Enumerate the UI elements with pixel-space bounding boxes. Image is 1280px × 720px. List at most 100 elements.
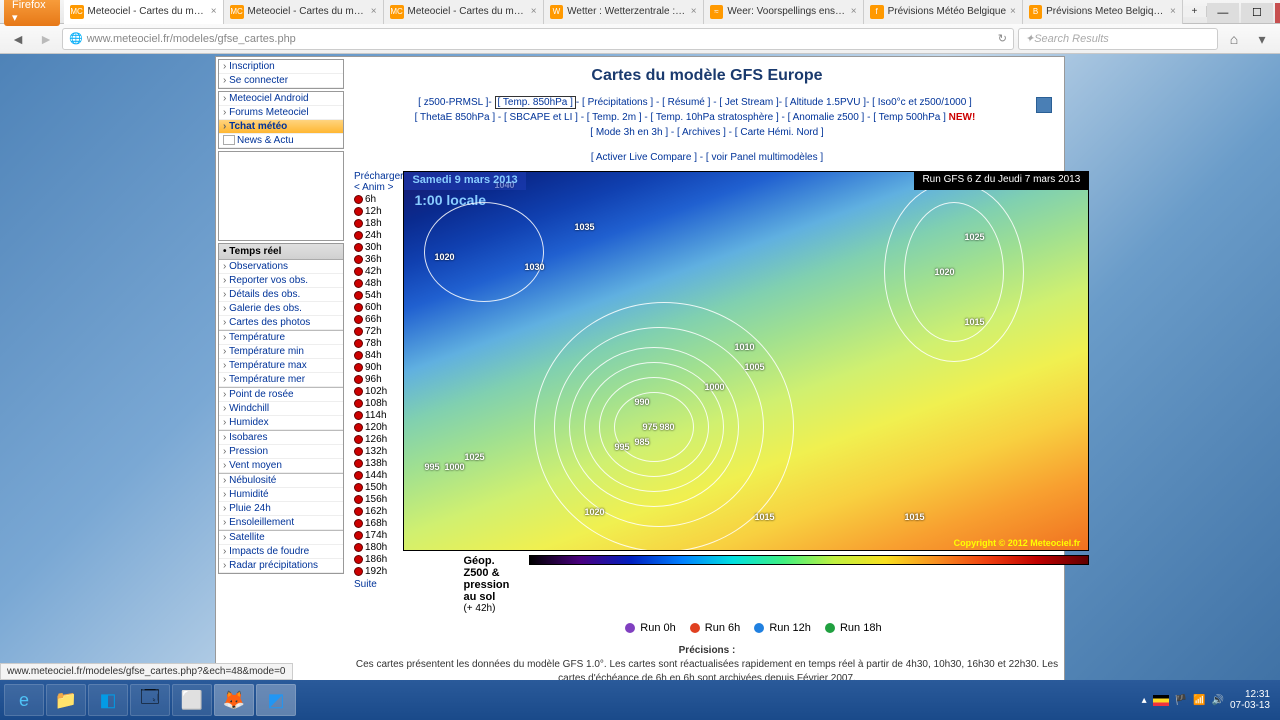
hour-item[interactable]: 192h [354,565,403,577]
tab-close-icon[interactable]: × [851,6,857,17]
sidebar-item[interactable]: Température mer [219,373,343,387]
sidebar-item[interactable]: Cartes des photos [219,316,343,330]
sidebar-item[interactable]: Satellite [219,530,343,545]
back-button[interactable]: ◄ [6,27,30,51]
hour-item[interactable]: 78h [354,337,403,349]
hour-item[interactable]: 48h [354,277,403,289]
hour-item[interactable]: 180h [354,541,403,553]
links-row-3[interactable]: [ Mode 3h en 3h ] - [ Archives ] - [ Car… [354,125,1060,140]
hour-item[interactable]: 30h [354,241,403,253]
run-item[interactable]: Run 18h [811,622,882,634]
links-row-1[interactable]: [ z500-PRMSL ]- [ Temp. 850hPa ]- [ Préc… [354,95,1060,110]
hour-item[interactable]: 12h [354,205,403,217]
bookmark-button[interactable]: ▾ [1250,27,1274,51]
anim-link[interactable]: < Anim > [354,182,403,193]
tray-lang-icon[interactable] [1153,695,1169,706]
hour-item[interactable]: 132h [354,445,403,457]
sidebar-item[interactable]: Se connecter [219,74,343,88]
tab-close-icon[interactable]: × [691,6,697,17]
run-item[interactable]: Run 0h [611,622,676,634]
hour-item[interactable]: 72h [354,325,403,337]
hour-item[interactable]: 66h [354,313,403,325]
sidebar-item[interactable]: Forums Meteociel [219,106,343,120]
hour-item[interactable]: 90h [354,361,403,373]
minimize-button[interactable]: — [1207,3,1239,23]
sidebar-item[interactable]: Détails des obs. [219,288,343,302]
run-item[interactable]: Run 6h [676,622,741,634]
browser-tab[interactable]: MCMeteociel - Cartes du mo...× [384,0,544,24]
hour-item[interactable]: 54h [354,289,403,301]
reload-icon[interactable]: ↻ [998,32,1007,45]
weather-map[interactable]: Samedi 9 mars 2013 Run GFS 6 Z du Jeudi … [403,171,1089,551]
hour-item[interactable]: 144h [354,469,403,481]
hour-item[interactable]: 114h [354,409,403,421]
tab-close-icon[interactable]: × [1010,6,1016,17]
browser-tab[interactable]: BPrévisions Meteo Belgique...× [1023,0,1183,24]
taskbar-app1[interactable]: ◧ [88,684,128,716]
tray-clock[interactable]: 12:31 07-03-13 [1230,689,1270,711]
sidebar-item[interactable]: Ensoleillement [219,516,343,530]
tab-close-icon[interactable]: × [371,6,377,17]
sidebar-item[interactable]: Meteociel Android [219,92,343,106]
new-tab-button[interactable]: + [1183,6,1207,17]
sidebar-item[interactable]: Radar précipitations [219,559,343,573]
taskbar-explorer[interactable]: 📁 [46,684,86,716]
hour-item[interactable]: 24h [354,229,403,241]
hour-item[interactable]: 60h [354,301,403,313]
sidebar-item[interactable]: Reporter vos obs. [219,274,343,288]
hour-item[interactable]: 84h [354,349,403,361]
sidebar-item[interactable]: Pression [219,445,343,459]
close-button[interactable]: ✕ [1275,3,1280,23]
save-icon[interactable] [1036,97,1052,113]
hour-item[interactable]: 6h [354,193,403,205]
hour-item[interactable]: 162h [354,505,403,517]
sidebar-item[interactable]: Température [219,330,343,345]
tab-close-icon[interactable]: × [1170,6,1176,17]
hour-item[interactable]: 174h [354,529,403,541]
taskbar-app3[interactable]: ⬜ [172,684,212,716]
hour-item[interactable]: 186h [354,553,403,565]
hour-item[interactable]: 108h [354,397,403,409]
run-item[interactable]: Run 12h [740,622,811,634]
maximize-button[interactable]: ☐ [1241,3,1273,23]
hour-item[interactable]: 120h [354,421,403,433]
sidebar-item-news[interactable]: News & Actu [219,134,343,148]
forward-button[interactable]: ► [34,27,58,51]
sidebar-item[interactable]: Vent moyen [219,459,343,473]
sidebar-item[interactable]: Windchill [219,402,343,416]
firefox-menu-button[interactable]: Firefox ▾ [4,0,60,26]
sidebar-item[interactable]: Humidex [219,416,343,430]
sidebar-item[interactable]: Température min [219,345,343,359]
taskbar-app4[interactable]: ◩ [256,684,296,716]
sidebar-item-tchat[interactable]: Tchat météo [219,120,343,134]
sidebar-item[interactable]: Pluie 24h [219,502,343,516]
sidebar-item[interactable]: Galerie des obs. [219,302,343,316]
hour-item[interactable]: 138h [354,457,403,469]
tray-network-icon[interactable]: 📶 [1193,695,1205,706]
taskbar-app2[interactable]: 🗔 [130,684,170,716]
sidebar-item[interactable]: Température max [219,359,343,373]
hour-item[interactable]: 18h [354,217,403,229]
sidebar-item[interactable]: Humidité [219,488,343,502]
browser-tab[interactable]: MCMeteociel - Cartes du mo...× [64,0,224,24]
browser-tab[interactable]: fPrévisions Météo Belgique× [864,0,1023,24]
sidebar-item[interactable]: Point de rosée [219,387,343,402]
system-tray[interactable]: ▴ 🏴 📶 🔊 12:31 07-03-13 [1142,689,1276,711]
sidebar-item[interactable]: Isobares [219,430,343,445]
sidebar-item[interactable]: Observations [219,260,343,274]
browser-tab[interactable]: ≈Weer: Voorspellings ense...× [704,0,864,24]
search-bar[interactable]: ✦ Search Results [1018,28,1218,50]
url-bar[interactable]: 🌐www.meteociel.fr/modeles/gfse_cartes.ph… [62,28,1014,50]
hour-item[interactable]: 102h [354,385,403,397]
hour-item[interactable]: 42h [354,265,403,277]
hour-item[interactable]: 36h [354,253,403,265]
sidebar-item[interactable]: Nébulosité [219,473,343,488]
browser-tab[interactable]: WWetter : Wetterzentrale : T...× [544,0,704,24]
hour-item[interactable]: 126h [354,433,403,445]
tray-volume-icon[interactable]: 🔊 [1212,695,1224,706]
hour-item[interactable]: 168h [354,517,403,529]
links-row-2[interactable]: [ ThetaE 850hPa ] - [ SBCAPE et LI ] - [… [354,110,1060,125]
tray-up-icon[interactable]: ▴ [1142,695,1147,706]
suite-link[interactable]: Suite [354,579,403,590]
taskbar-ie[interactable]: e [4,684,44,716]
